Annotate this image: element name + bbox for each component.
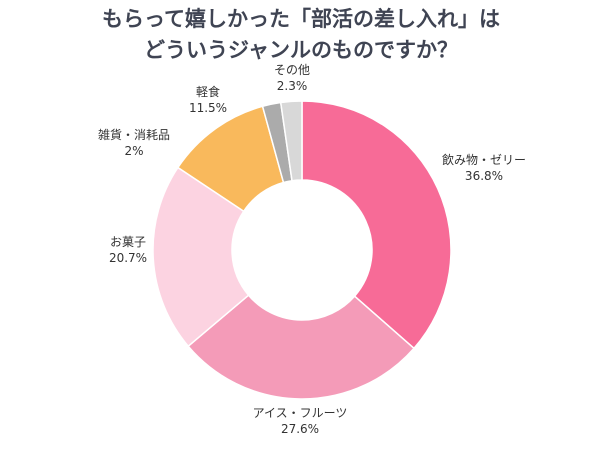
slice-label-ice-fruits: アイス・フルーツ 27.6%	[252, 406, 348, 436]
slice-label-light-meal: 軽食 11.5%	[188, 85, 228, 115]
donut-slice-0	[301, 100, 452, 350]
slice-label-sweets: お菓子 20.7%	[108, 235, 148, 265]
slice-label-goods: 雑貨・消耗品 2%	[97, 128, 171, 158]
slice-label-other: その他 2.3%	[273, 63, 311, 93]
donut-slice-2	[152, 166, 250, 348]
chart-title-line-2: どういうジャンルのものですか？	[144, 38, 458, 62]
donut-slice-5	[279, 100, 303, 182]
slice-label-drinks: 飲み物・ゼリー 36.8%	[441, 153, 527, 183]
chart-title-line-1: もらって嬉しかった「部活の差し入れ」は	[102, 7, 500, 31]
donut-slice-1	[187, 294, 415, 400]
